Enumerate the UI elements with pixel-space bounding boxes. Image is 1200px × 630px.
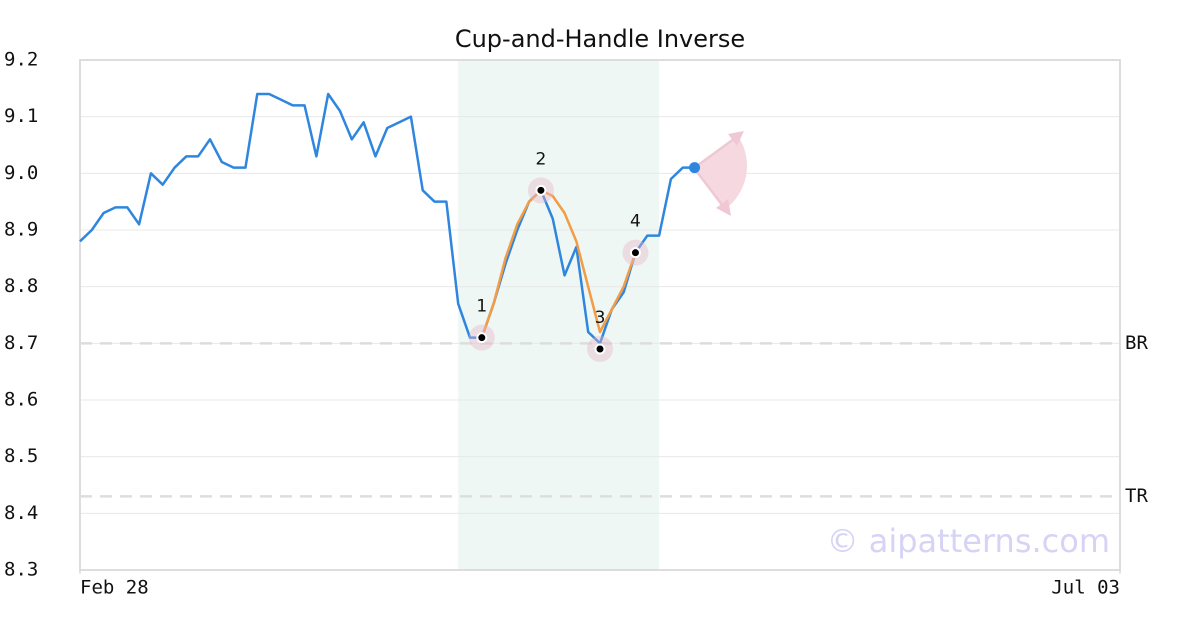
x-tick-label: Feb 28 — [80, 577, 149, 599]
series-line — [480, 189, 637, 339]
reference-label: BR — [1125, 332, 1148, 354]
reference-label: TR — [1125, 485, 1148, 507]
direction-arrows — [693, 131, 747, 216]
last-point — [689, 162, 701, 174]
point-label: 4 — [630, 212, 641, 232]
point-marker — [535, 184, 547, 196]
watermark: © aipatterns.com — [827, 522, 1110, 560]
y-tick-label: 8.9 — [4, 219, 38, 241]
y-tick-label: 8.7 — [4, 332, 38, 354]
point-label: 1 — [476, 297, 487, 317]
plot-frame — [79, 59, 1121, 571]
point-marker — [594, 343, 606, 355]
x-tick-label: Jul 03 — [1051, 577, 1120, 599]
y-tick-label: 9.1 — [4, 105, 38, 127]
point-label: 3 — [595, 308, 606, 328]
y-tick-label: 9.0 — [4, 162, 38, 184]
y-tick-label: 8.4 — [4, 502, 38, 524]
highlight-region — [458, 60, 660, 570]
y-tick-label: 9.2 — [4, 49, 38, 71]
y-tick-label: 8.5 — [4, 445, 38, 467]
y-tick-label: 8.8 — [4, 275, 38, 297]
point-marker — [629, 247, 641, 259]
chart-title: Cup-and-Handle Inverse — [455, 25, 745, 53]
y-tick-label: 8.6 — [4, 389, 38, 411]
y-tick-label: 8.3 — [4, 559, 38, 581]
point-label: 2 — [535, 149, 546, 169]
series-line — [79, 92, 695, 345]
point-marker — [476, 332, 488, 344]
